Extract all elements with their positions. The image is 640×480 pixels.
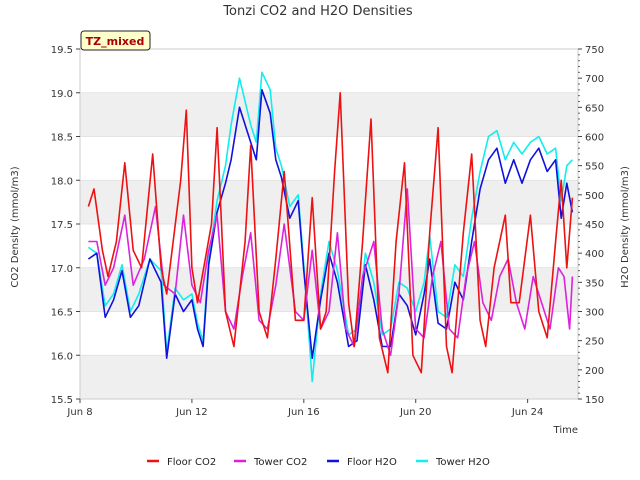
x-tick-label: Jun 24 bbox=[511, 407, 544, 418]
y-left-tick-label: 18.0 bbox=[51, 176, 73, 187]
series-layer bbox=[87, 71, 574, 383]
y-right-tick-label: 300 bbox=[585, 308, 604, 319]
y-right-tick-label: 150 bbox=[585, 395, 604, 406]
series-line-floor-h2o bbox=[87, 89, 574, 359]
y-left-tick-label: 17.0 bbox=[51, 264, 73, 275]
x-tick-label: Jun 12 bbox=[175, 407, 208, 418]
y-left-tick-label: 16.5 bbox=[51, 308, 73, 319]
legend-label: Floor CO2 bbox=[167, 457, 216, 468]
y-right-tick-label: 650 bbox=[585, 103, 604, 114]
x-tick-label: Jun 20 bbox=[399, 407, 432, 418]
y-right-tick-label: 200 bbox=[585, 366, 604, 377]
y-left-tick-label: 16.0 bbox=[51, 351, 73, 362]
y-right-tick-label: 250 bbox=[585, 337, 604, 348]
legend-label: Tower H2O bbox=[435, 457, 490, 468]
grid-band bbox=[80, 180, 578, 224]
chart-title: Tonzi CO2 and H2O Densities bbox=[222, 4, 413, 19]
grid-band bbox=[80, 355, 578, 399]
series-line-tower-h2o bbox=[87, 71, 573, 383]
y-right-tick-label: 700 bbox=[585, 74, 604, 85]
y-axis-left-label: CO2 Density (mmol/m3) bbox=[10, 166, 21, 287]
legend-label: Floor H2O bbox=[347, 457, 397, 468]
y-right-tick-label: 350 bbox=[585, 278, 604, 289]
x-tick-label: Jun 16 bbox=[287, 407, 320, 418]
y-left-tick-label: 19.0 bbox=[51, 89, 73, 100]
series-line-floor-co2 bbox=[87, 92, 574, 374]
legend-label: Tower CO2 bbox=[253, 457, 307, 468]
site-label-box: TZ_mixed bbox=[80, 30, 151, 51]
x-tick-label: Jun 8 bbox=[66, 407, 92, 418]
y-right-tick-label: 500 bbox=[585, 191, 604, 202]
y-right-tick-label: 550 bbox=[585, 162, 604, 173]
y-left-tick-label: 17.5 bbox=[51, 220, 73, 231]
grid-band bbox=[80, 92, 578, 137]
series-line-tower-co2 bbox=[88, 188, 574, 357]
y-left-tick-label: 18.5 bbox=[51, 133, 73, 144]
grid bbox=[80, 48, 578, 400]
y-right-tick-label: 450 bbox=[585, 220, 604, 231]
x-axis-label: Time bbox=[553, 425, 578, 436]
legend: Floor CO2 Tower CO2 Floor H2O Tower H2O bbox=[147, 457, 490, 468]
y-axis-right-label: H2O Density (mmol/m3) bbox=[620, 166, 631, 288]
ticks: 15.5 16.0 16.5 17.0 17.5 18.0 18.5 19.0 19.5 150 2… bbox=[51, 45, 604, 418]
y-left-tick-label: 15.5 bbox=[51, 395, 73, 406]
y-right-tick-label: 600 bbox=[585, 133, 604, 144]
y-right-tick-label: 400 bbox=[585, 249, 604, 260]
site-label: TZ_mixed bbox=[86, 35, 145, 48]
y-left-tick-label: 19.5 bbox=[51, 45, 73, 56]
y-right-tick-label: 750 bbox=[585, 45, 604, 56]
